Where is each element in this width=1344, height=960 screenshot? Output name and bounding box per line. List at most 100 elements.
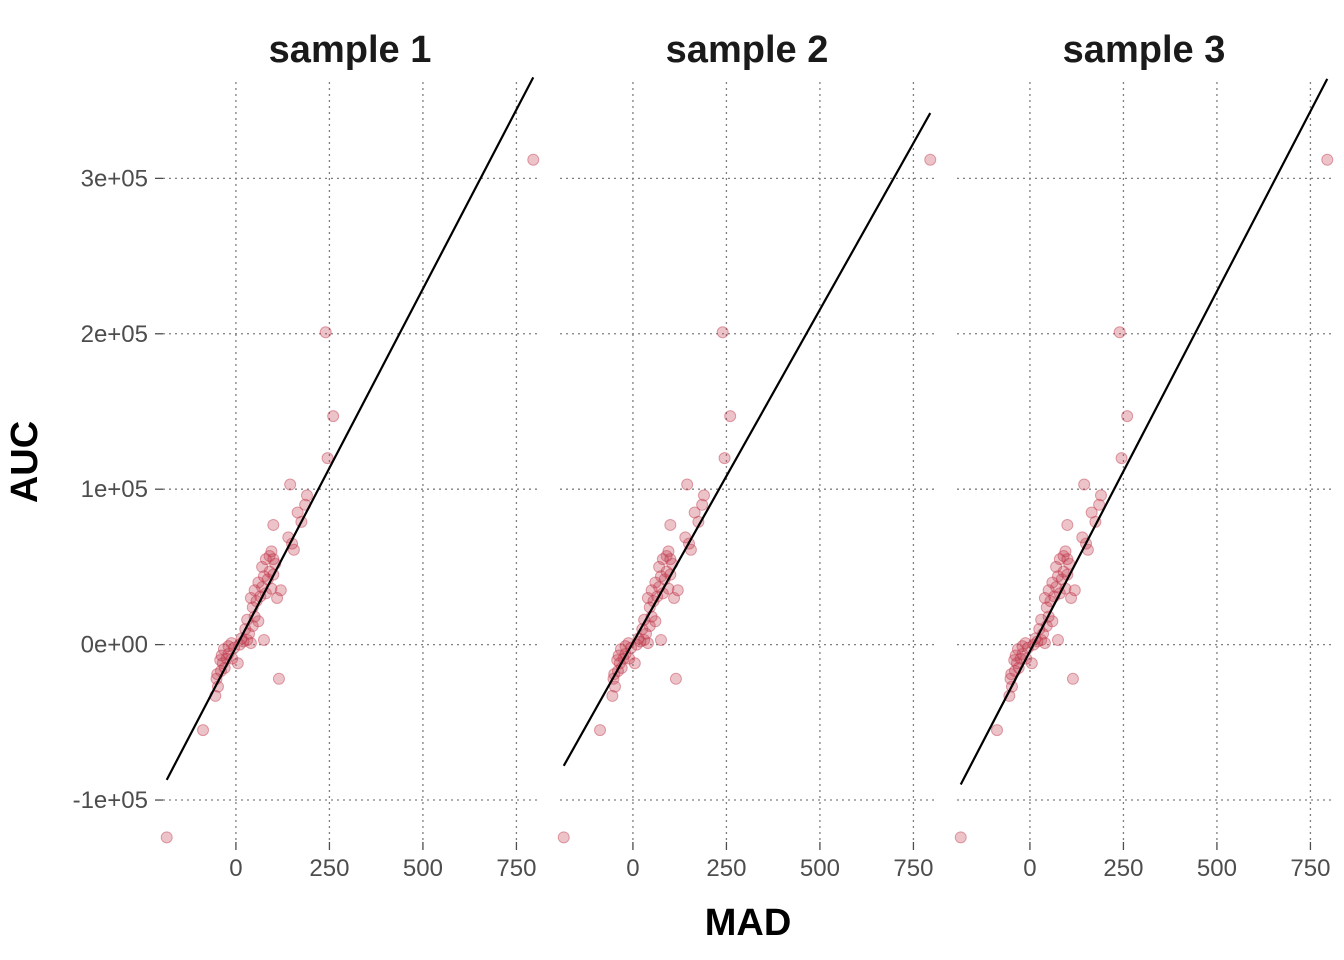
x-tick-label: 750 — [496, 855, 536, 882]
data-point — [244, 591, 257, 604]
data-point — [291, 506, 304, 519]
data-point — [1076, 531, 1089, 544]
x-tick-label: 500 — [1197, 855, 1237, 882]
data-point — [259, 553, 272, 566]
data-point — [252, 615, 265, 628]
panel-3: sample 3 0 250 500 750 — [954, 29, 1334, 882]
data-point — [244, 637, 257, 650]
data-point — [284, 478, 297, 491]
data-point — [231, 657, 244, 670]
data-point — [668, 591, 681, 604]
data-point — [1009, 649, 1022, 662]
fit-line — [562, 112, 932, 767]
data-point — [272, 672, 285, 685]
fit-line — [165, 76, 535, 781]
x-tick-label: 250 — [309, 855, 349, 882]
data-point — [257, 633, 270, 646]
data-point — [1061, 553, 1074, 566]
data-point — [1038, 637, 1051, 650]
data-point — [1051, 570, 1064, 583]
data-point — [718, 452, 731, 465]
data-point — [1051, 633, 1064, 646]
x-tick-label: 500 — [403, 855, 443, 882]
data-point — [1008, 654, 1021, 667]
data-point — [271, 591, 284, 604]
data-point — [1068, 584, 1081, 597]
data-point — [214, 654, 227, 667]
data-point — [1046, 615, 1059, 628]
data-point — [954, 831, 967, 844]
data-point — [649, 576, 662, 589]
data-point — [924, 153, 937, 166]
data-point — [1065, 591, 1078, 604]
data-point — [991, 724, 1004, 737]
x-tick-label: 0 — [229, 855, 242, 882]
y-axis: -1e+05 0e+00 1e+05 2e+05 3e+05 — [73, 165, 163, 814]
data-point — [217, 643, 230, 656]
y-tick-label: 3e+05 — [81, 165, 148, 192]
panel-title: sample 3 — [1063, 29, 1226, 71]
data-point — [1011, 643, 1024, 656]
data-point — [662, 545, 675, 558]
data-point — [634, 635, 647, 648]
data-point — [267, 553, 280, 566]
data-point — [724, 410, 737, 423]
data-point — [319, 326, 332, 339]
data-point — [688, 506, 701, 519]
data-point — [1066, 672, 1079, 685]
data-point — [1061, 518, 1074, 531]
data-point — [263, 550, 276, 563]
x-tick-label: 0 — [1023, 855, 1036, 882]
data-point — [614, 643, 627, 656]
data-point — [1121, 410, 1134, 423]
data-point — [1019, 637, 1032, 650]
data-point — [1085, 506, 1098, 519]
data-point — [252, 576, 265, 589]
data-point — [660, 550, 673, 563]
data-point — [321, 452, 334, 465]
x-tick-label: 0 — [626, 855, 639, 882]
x-axis-title: MAD — [705, 902, 792, 944]
data-point — [656, 553, 669, 566]
data-point — [664, 553, 677, 566]
x-tick-label: 750 — [893, 855, 933, 882]
data-point — [671, 584, 684, 597]
data-point — [681, 478, 694, 491]
data-point — [1053, 553, 1066, 566]
data-point — [612, 649, 625, 662]
data-point — [664, 518, 677, 531]
panel-title: sample 2 — [666, 29, 829, 71]
data-point — [300, 489, 313, 502]
data-point — [1113, 326, 1126, 339]
data-point — [606, 689, 619, 702]
data-point — [265, 545, 278, 558]
data-point — [1093, 498, 1106, 511]
data-point — [1078, 478, 1091, 491]
data-point — [287, 543, 300, 556]
data-point — [267, 518, 280, 531]
panel-title: sample 1 — [269, 29, 432, 71]
data-point — [215, 649, 228, 662]
data-point — [645, 584, 658, 597]
data-point — [1057, 550, 1070, 563]
data-point — [241, 633, 254, 646]
data-point — [256, 560, 269, 573]
data-point — [1050, 581, 1063, 594]
panel-1: sample 1 0 250 500 750 — [160, 29, 540, 882]
data-point — [641, 637, 654, 650]
data-point — [1046, 576, 1059, 589]
x-tick-label: 250 — [706, 855, 746, 882]
data-point — [1115, 452, 1128, 465]
data-point — [1038, 591, 1051, 604]
data-point — [222, 640, 235, 653]
x-tick-label: 750 — [1290, 855, 1330, 882]
data-point — [527, 153, 540, 166]
data-point — [653, 560, 666, 573]
data-point — [1050, 560, 1063, 573]
data-point — [1010, 657, 1023, 670]
data-point — [654, 633, 667, 646]
data-point — [1321, 153, 1334, 166]
data-point — [628, 657, 641, 670]
data-point — [641, 591, 654, 604]
